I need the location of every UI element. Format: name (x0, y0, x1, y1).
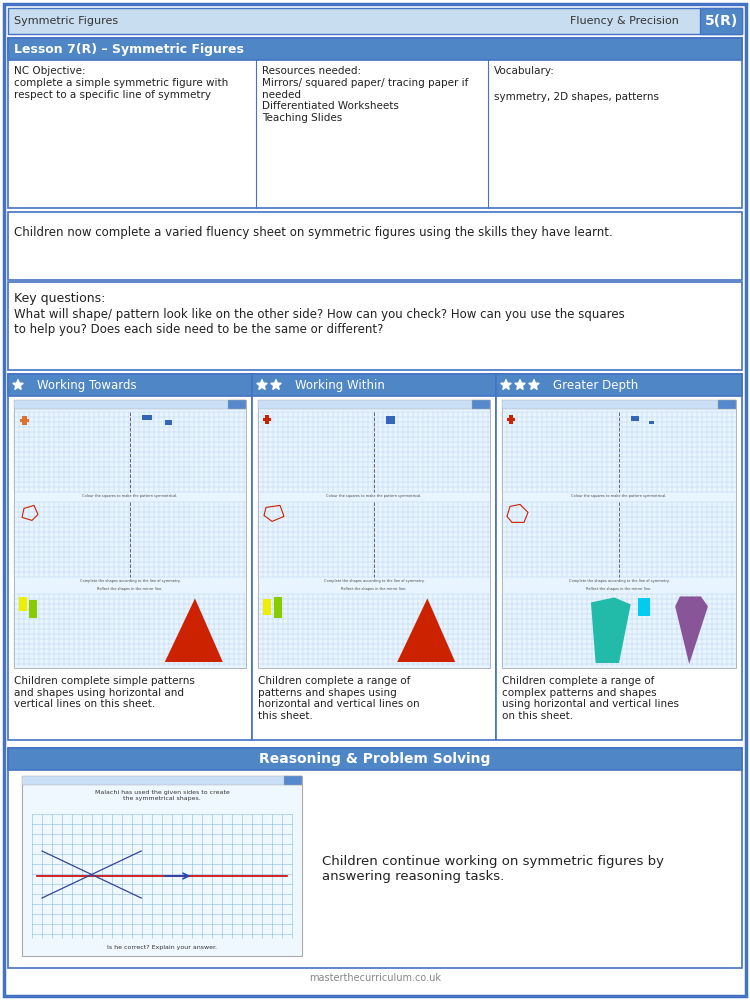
Text: Resources needed:: Resources needed: (262, 66, 362, 76)
Text: Lesson 7(R) – Symmetric Figures: Lesson 7(R) – Symmetric Figures (14, 42, 244, 55)
Bar (22, 776, 302, 785)
Text: Complete the shapes according to the line of symmetry.: Complete the shapes according to the lin… (568, 579, 669, 583)
Text: Greater Depth: Greater Depth (553, 378, 638, 391)
Bar (638, 598, 650, 616)
Bar (496, 374, 742, 740)
Text: symmetry, 2D shapes, patterns: symmetry, 2D shapes, patterns (494, 92, 659, 102)
Bar (274, 597, 282, 618)
Text: Key questions:: Key questions: (14, 292, 105, 305)
Polygon shape (591, 597, 631, 663)
Text: Children complete a range of
complex patterns and shapes
using horizontal and ve: Children complete a range of complex pat… (502, 676, 679, 721)
Bar (718, 400, 736, 409)
Text: Children complete simple patterns
and shapes using horizontal and
vertical lines: Children complete simple patterns and sh… (14, 676, 195, 709)
Bar (14, 400, 246, 668)
Bar (700, 8, 742, 34)
Bar (8, 374, 252, 740)
Bar (263, 599, 271, 615)
Text: Is he correct? Explain your answer.: Is he correct? Explain your answer. (107, 945, 217, 950)
Bar (252, 374, 496, 396)
Text: Reasoning & Problem Solving: Reasoning & Problem Solving (260, 752, 490, 766)
Text: Symmetric Figures: Symmetric Figures (14, 16, 119, 26)
Text: Malachi has used the given sides to create
the symmetrical shapes.: Malachi has used the given sides to crea… (94, 790, 230, 801)
Text: Working Within: Working Within (295, 378, 385, 391)
Bar (22, 416, 27, 419)
Bar (22, 776, 302, 956)
Bar (507, 418, 515, 421)
Text: What will shape/ pattern look like on the other side? How can you check? How can: What will shape/ pattern look like on th… (14, 308, 625, 336)
Bar (496, 374, 742, 396)
Bar (19, 597, 27, 611)
Bar (258, 400, 490, 668)
Bar (631, 416, 639, 421)
Bar (502, 400, 736, 668)
Bar (8, 8, 742, 34)
Text: Children complete a range of
patterns and shapes using
horizontal and vertical l: Children complete a range of patterns an… (258, 676, 420, 721)
Text: Colour the squares to make the pattern symmetrical.: Colour the squares to make the pattern s… (572, 494, 667, 498)
Text: Vocabulary:: Vocabulary: (494, 66, 555, 76)
Bar (8, 748, 742, 968)
Polygon shape (529, 379, 539, 389)
Text: masterthecurriculum.co.uk: masterthecurriculum.co.uk (309, 973, 441, 983)
Text: Reflect the shapes in the mirror line.: Reflect the shapes in the mirror line. (586, 587, 652, 591)
Polygon shape (256, 379, 267, 389)
Bar (252, 374, 496, 740)
Bar (228, 400, 246, 409)
Bar (14, 400, 246, 409)
Polygon shape (13, 379, 23, 389)
Text: Working Towards: Working Towards (37, 378, 136, 391)
Polygon shape (675, 596, 708, 664)
Polygon shape (165, 598, 223, 662)
Text: Children now complete a varied fluency sheet on symmetric figures using the skil: Children now complete a varied fluency s… (14, 226, 613, 239)
Text: Reflect the shapes in the mirror line.: Reflect the shapes in the mirror line. (98, 587, 163, 591)
Text: Reflect the shapes in the mirror line.: Reflect the shapes in the mirror line. (341, 587, 406, 591)
Text: Mirrors/ squared paper/ tracing paper if
needed
Differentiated Worksheets
Teachi: Mirrors/ squared paper/ tracing paper if… (262, 78, 468, 123)
Bar (263, 418, 271, 421)
Text: 5(R): 5(R) (704, 14, 737, 28)
Bar (8, 748, 742, 770)
Polygon shape (501, 379, 512, 389)
Bar (386, 416, 394, 424)
Bar (22, 422, 27, 425)
Polygon shape (514, 379, 525, 389)
Text: Colour the squares to make the pattern symmetrical.: Colour the squares to make the pattern s… (326, 494, 422, 498)
Text: complete a simple symmetric figure with
respect to a specific line of symmetry: complete a simple symmetric figure with … (14, 78, 228, 100)
Bar (8, 282, 742, 370)
Polygon shape (398, 598, 455, 662)
Bar (165, 420, 172, 425)
Bar (8, 374, 252, 396)
Polygon shape (271, 379, 281, 389)
Bar (8, 212, 742, 280)
Bar (265, 415, 269, 418)
Bar (509, 415, 513, 418)
Bar (284, 776, 302, 785)
Bar (265, 421, 269, 424)
Bar (8, 38, 742, 60)
Text: Complete the shapes according to the line of symmetry.: Complete the shapes according to the lin… (80, 579, 180, 583)
Bar (29, 600, 37, 618)
Text: Colour the squares to make the pattern symmetrical.: Colour the squares to make the pattern s… (82, 494, 178, 498)
Bar (650, 421, 655, 424)
Text: NC Objective:: NC Objective: (14, 66, 86, 76)
Bar (20, 419, 29, 422)
Bar (509, 421, 513, 424)
Bar (258, 400, 490, 409)
Text: Children continue working on symmetric figures by
answering reasoning tasks.: Children continue working on symmetric f… (322, 855, 664, 883)
Bar (502, 400, 736, 409)
Text: Complete the shapes according to the line of symmetry.: Complete the shapes according to the lin… (324, 579, 424, 583)
Text: Fluency & Precision: Fluency & Precision (570, 16, 679, 26)
Bar (142, 415, 152, 420)
Bar (472, 400, 490, 409)
Bar (8, 38, 742, 208)
